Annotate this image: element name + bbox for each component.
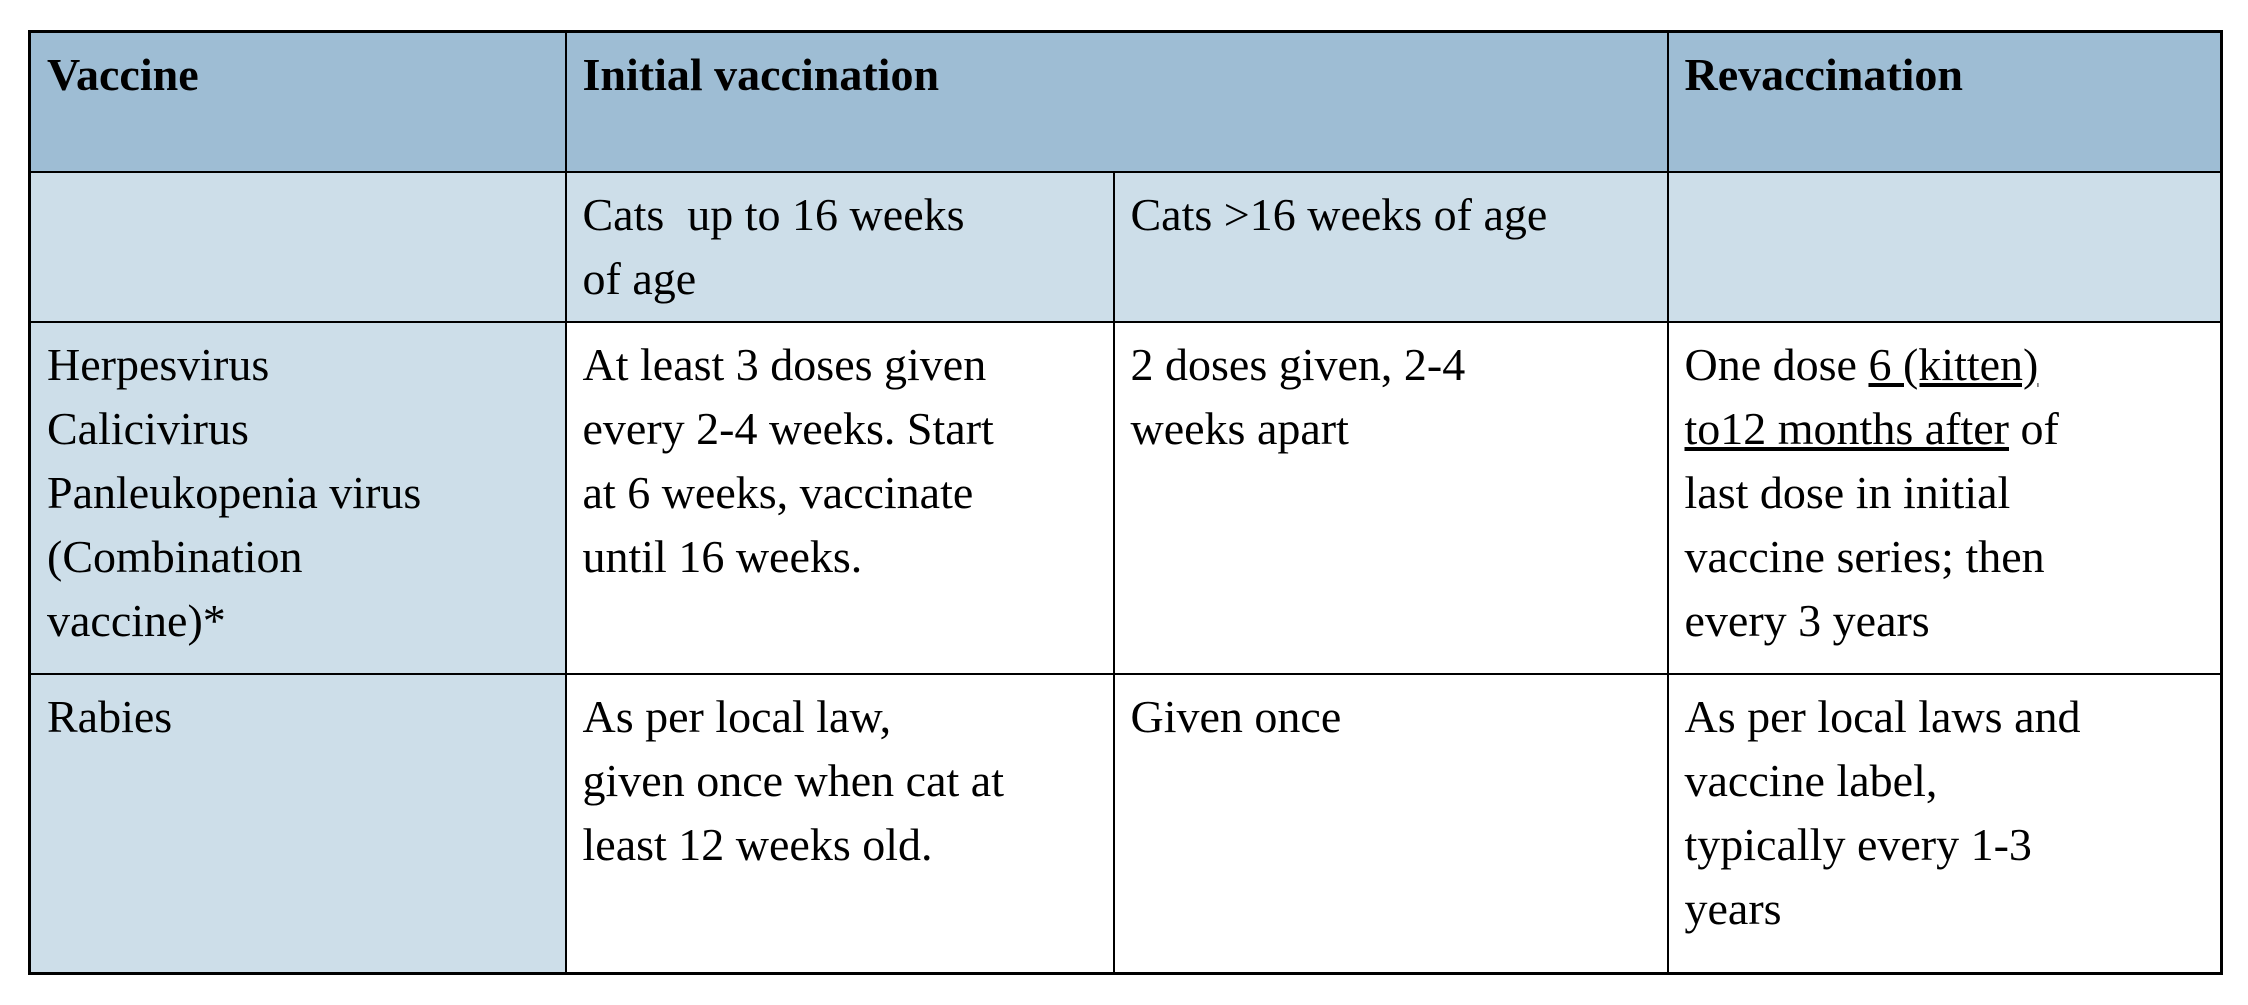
subheader-cell-cats-up-to-16-weeks: Cats up to 16 weeks of age	[564, 170, 1115, 323]
header-cell-revaccination: Revaccination	[1666, 30, 2223, 173]
revaccination-text-pre: One dose	[1684, 338, 1869, 390]
subheader-cell-empty-left	[28, 170, 567, 323]
cell-combo-revaccination: One dose 6 (kitten) to12 months after of…	[1666, 320, 2223, 675]
vaccination-schedule-table: Vaccine Initial vaccination Revaccinatio…	[28, 30, 2223, 975]
subheader-cell-empty-right	[1666, 170, 2223, 323]
cell-rabies-cats-over-16-weeks: Given once	[1112, 672, 1669, 975]
cell-combo-cats-up-to-16-weeks: At least 3 doses given every 2-4 weeks. …	[564, 320, 1115, 675]
cell-rabies-revaccination: As per local laws and vaccine label, typ…	[1666, 672, 2223, 975]
revaccination-text-post: of last dose in initial vaccine series; …	[1684, 402, 2059, 646]
header-cell-vaccine: Vaccine	[28, 30, 567, 173]
header-row: Vaccine Initial vaccination Revaccinatio…	[28, 30, 2223, 173]
subheader-cell-cats-over-16-weeks: Cats >16 weeks of age	[1112, 170, 1669, 323]
cell-combo-vaccine-name: Herpesvirus Calicivirus Panleukopenia vi…	[28, 320, 567, 675]
revaccination-text-underlined: 6 (kitten) to12 months after	[1684, 338, 2039, 454]
table-row-combination-vaccine: Herpesvirus Calicivirus Panleukopenia vi…	[28, 320, 2223, 675]
cell-combo-cats-over-16-weeks: 2 doses given, 2-4 weeks apart	[1112, 320, 1669, 675]
header-cell-initial-vaccination: Initial vaccination	[564, 30, 1669, 173]
cell-rabies-vaccine-name: Rabies	[28, 672, 567, 975]
cell-rabies-cats-up-to-16-weeks: As per local law, given once when cat at…	[564, 672, 1115, 975]
subheader-row: Cats up to 16 weeks of age Cats >16 week…	[28, 170, 2223, 323]
table-row-rabies: Rabies As per local law, given once when…	[28, 672, 2223, 975]
